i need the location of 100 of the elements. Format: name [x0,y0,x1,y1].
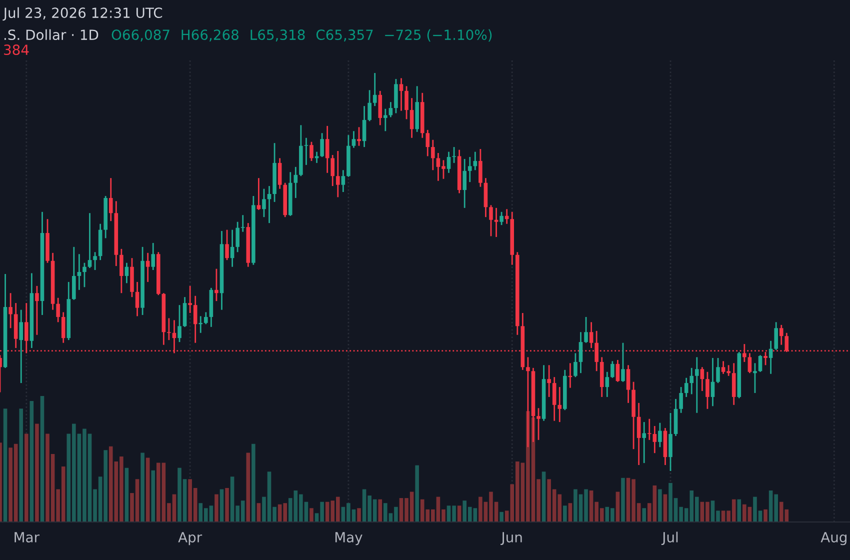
candlestick [262,188,266,218]
candlestick [446,151,451,174]
bar [500,512,504,522]
candlestick [325,125,330,174]
candlestick [214,268,218,302]
text: L65,318 [250,30,305,42]
candlestick [362,105,366,148]
candlestick [108,177,113,222]
bar [415,465,419,522]
candlestick [452,146,456,164]
candlestick [8,292,12,329]
candlestick [72,246,76,301]
candlestick [578,331,583,374]
candlestick [167,317,171,341]
candlestick [758,354,762,373]
bar [40,396,44,522]
bar [3,408,8,522]
candlestick [706,371,710,410]
bar [616,492,620,522]
bar [225,488,229,522]
chart-title: .S. Dollar · 1D [4,29,98,40]
candlestick [151,242,156,271]
candlestick [679,386,683,414]
candlestick [24,302,28,354]
x-tick-label: Mar [14,532,40,542]
candlestick [489,204,493,237]
candlestick [88,212,92,269]
candlestick [694,356,699,414]
candlestick [256,177,261,211]
candlestick [462,158,466,209]
candlestick [240,214,245,232]
candlestick [120,248,124,294]
candlestick [500,211,504,226]
candlestick [82,262,86,288]
candlestick [304,137,308,166]
candlestick [368,89,372,122]
bar [35,424,39,522]
bar [357,508,361,522]
candlestick [77,253,82,291]
bar [378,499,382,522]
candlestick [404,85,408,120]
candlestick [336,150,340,198]
candlestick [536,407,540,441]
candlestick [236,221,240,253]
candlestick [294,166,298,199]
candlestick [684,377,688,398]
candlestick [61,312,66,344]
candlestick [658,422,662,448]
candlestick [378,90,382,126]
candlestick [468,156,472,183]
candlestick [93,251,97,271]
candlestick [426,129,430,157]
candlestick [584,316,588,344]
candlestick [357,126,361,147]
x-tick-label: Aug [820,532,846,546]
candlestick [494,207,498,238]
candlestick [690,367,694,395]
candlestick [146,252,150,283]
candlestick [124,262,129,284]
text: −725 (−1.10%) [385,29,492,42]
candlestick [388,101,393,118]
chart-subtitle: Jul 23, 2026 12:31 UTC [2,7,162,21]
candlestick [774,321,778,351]
bar [214,494,218,522]
bar [658,489,662,522]
candlestick [193,295,198,344]
candlestick [574,352,578,378]
candlestick [352,130,356,149]
bar [146,458,150,522]
bar [30,401,34,522]
candlestick [753,362,757,394]
candlestick [700,366,704,392]
candlestick [135,281,140,317]
bar [310,508,314,522]
bar [663,494,668,522]
candlestick [182,296,187,328]
candlestick [394,78,398,114]
text: C65,357 [316,30,373,42]
candlestick [35,285,39,336]
bar [151,470,156,522]
bar [764,509,768,522]
candlestick [330,154,335,187]
bar [457,506,462,522]
candlestick [636,402,641,466]
candlestick [552,376,556,422]
bar [256,503,261,522]
candlestick [716,357,720,384]
candlestick [558,386,562,423]
candlestick [230,229,234,268]
candlestick [652,425,657,454]
candlestick [748,352,752,374]
candlestick [19,309,24,384]
x-tick-label: Jul [661,532,678,546]
candlestick [642,421,646,464]
bar [737,499,742,522]
text: H66,268 [182,30,238,42]
bar [252,444,256,522]
candlestick [626,364,630,404]
x-tick-label: Jun [500,532,522,546]
bar [124,468,129,522]
